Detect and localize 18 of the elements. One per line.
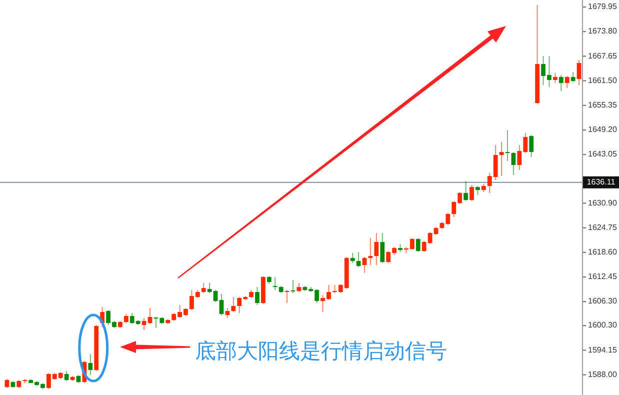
ref-line-label: 1636.11 [586, 177, 616, 186]
y-tick-label: 1588.00 [588, 370, 618, 379]
y-tick-label: 1612.45 [588, 272, 618, 282]
y-tick-label: 1655.35 [588, 100, 618, 110]
y-tick-label: 1618.60 [588, 248, 618, 257]
y-tick-label: 1630.90 [588, 198, 618, 208]
y-tick-label: 1643.05 [588, 150, 618, 159]
ref-line: 1636.11 [0, 176, 619, 188]
y-tick-label: 1624.75 [588, 222, 618, 232]
y-tick-label: 1606.30 [588, 296, 618, 306]
y-tick-label: 1594.15 [588, 345, 618, 354]
y-tick-label: 1600.30 [588, 320, 618, 330]
y-tick-label: 1673.80 [588, 26, 618, 36]
y-tick-label: 1661.50 [588, 76, 618, 85]
y-tick-label: 1649.20 [588, 125, 618, 134]
y-tick-label: 1679.95 [588, 2, 618, 12]
y-tick-label: 1667.65 [588, 51, 618, 60]
annotation: 底部大阳线是行情启动信号 [195, 339, 447, 363]
